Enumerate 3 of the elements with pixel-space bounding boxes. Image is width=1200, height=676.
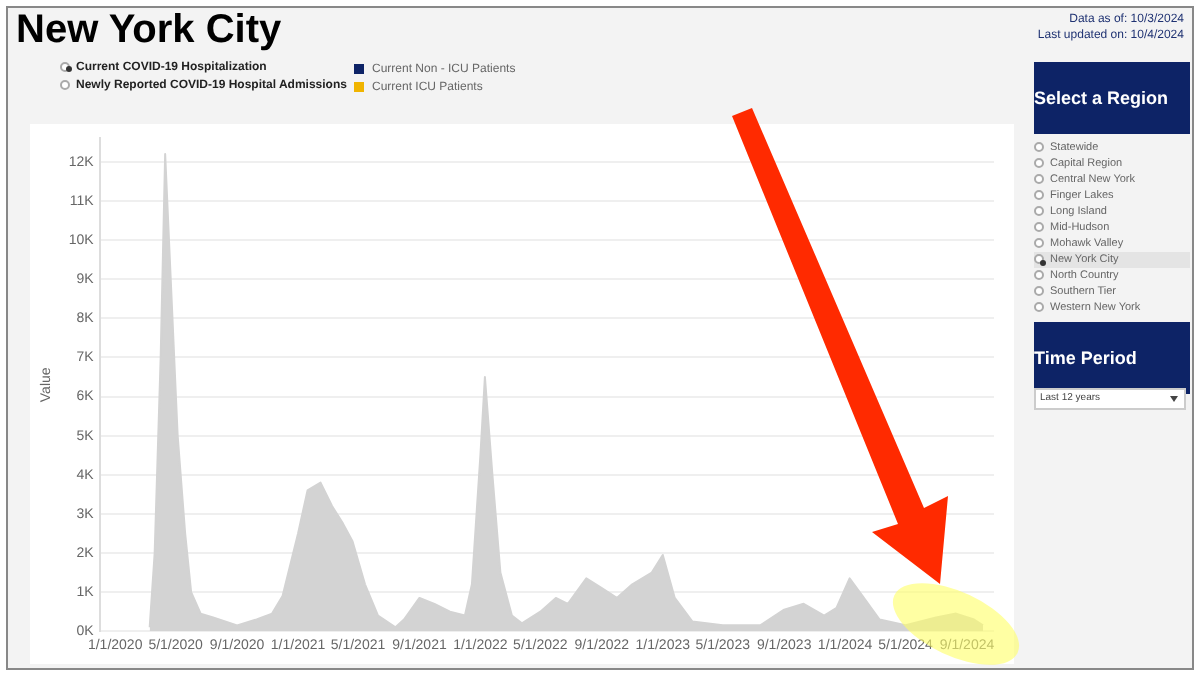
text: Time Period [1034,322,1190,394]
text: Select a Region [1034,62,1190,134]
chart-title: New York City [16,8,282,54]
